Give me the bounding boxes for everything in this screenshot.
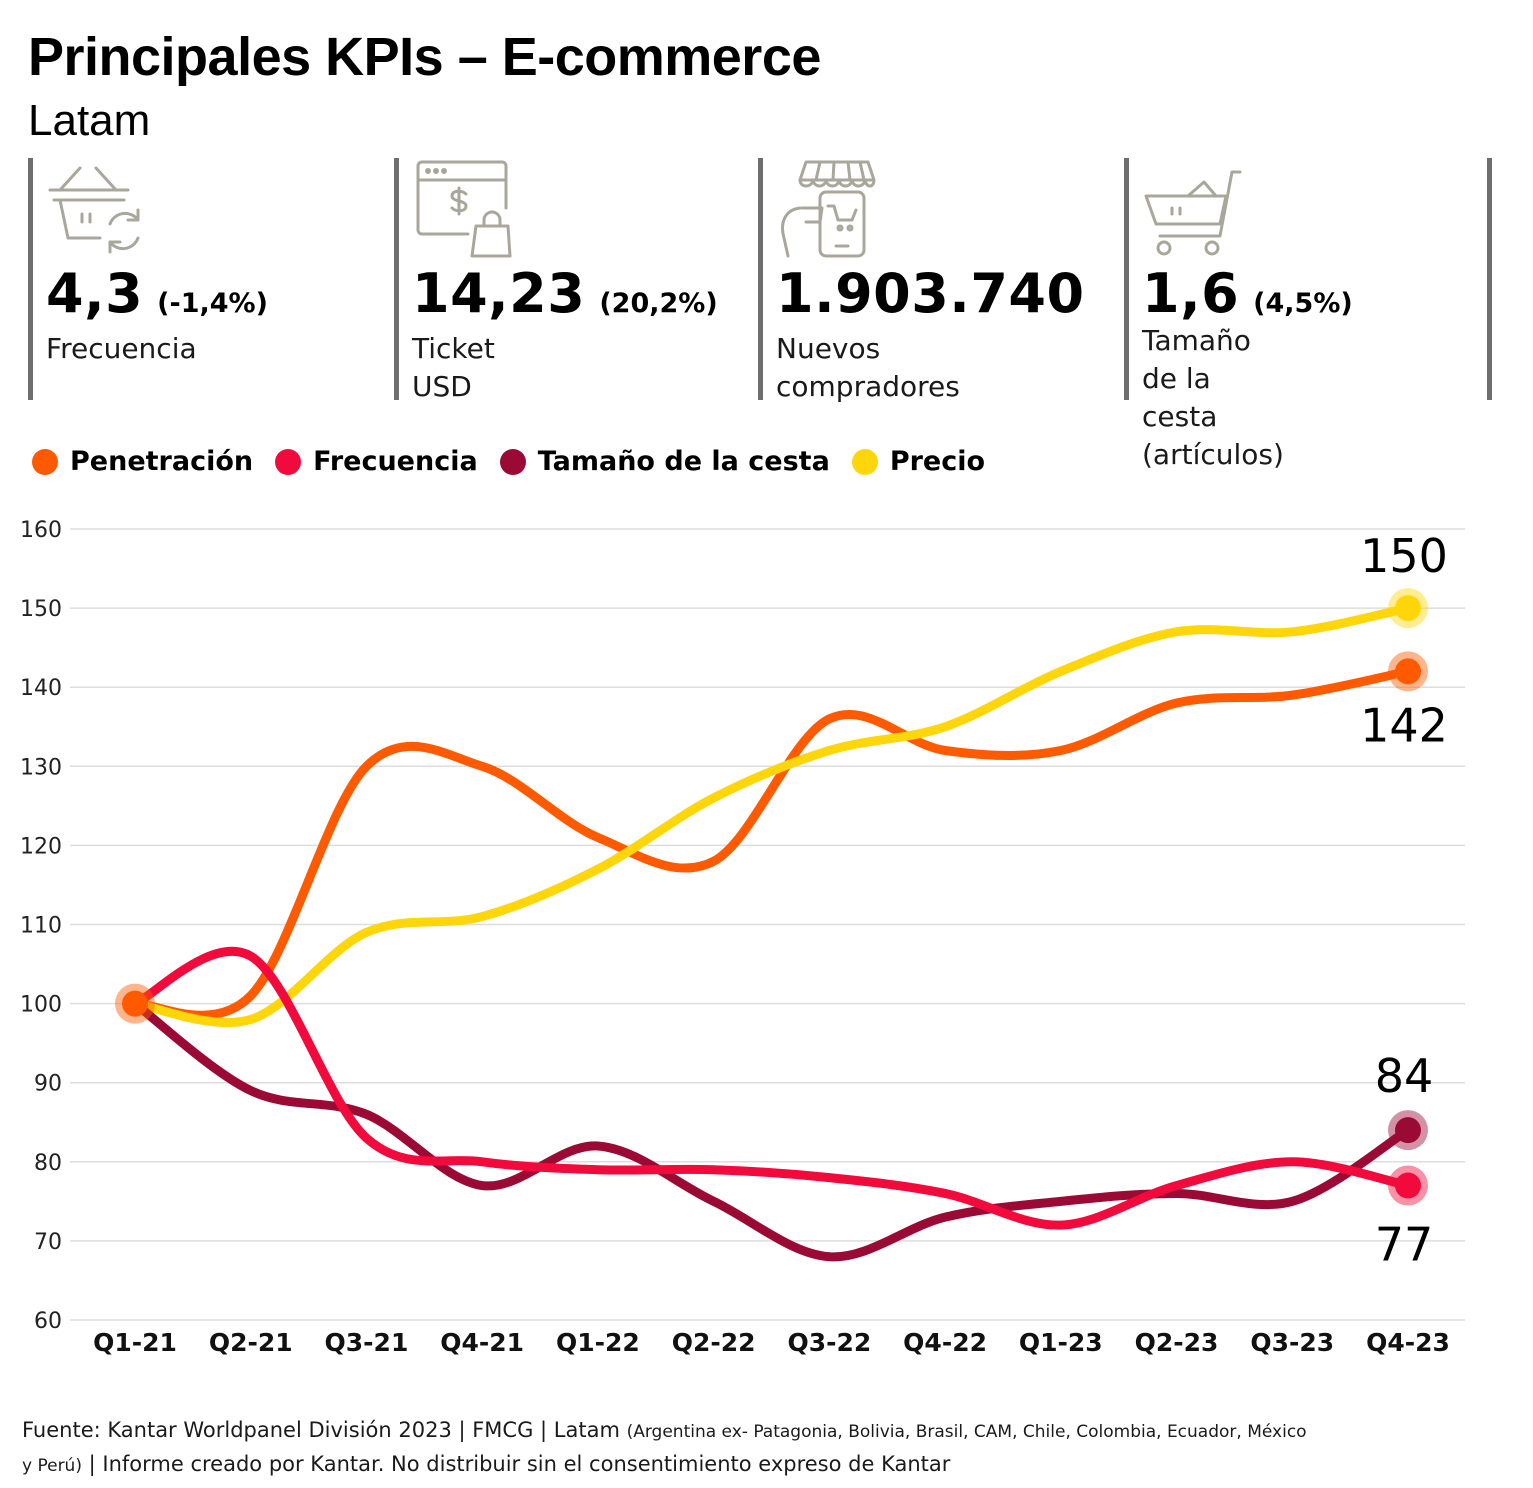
chart-title: Principales KPIs – E-commerce xyxy=(28,27,821,87)
footnote-countries: (Argentina ex- Patagonia, Bolivia, Brasi… xyxy=(22,1422,1307,1476)
series-lines xyxy=(130,603,1413,1262)
kpi-label: Tamaño de la cesta xyxy=(1142,324,1251,433)
kpi-change: (-1,4%) xyxy=(157,288,268,319)
kpi-divider xyxy=(1124,158,1129,400)
x-tick-label: Q4-23 xyxy=(1366,1328,1450,1357)
line-chart: 60 70 80 90 100 110 120 130 140 150 160 Q1-21 Q2-21… xyxy=(20,518,1465,1357)
legend-item-tamano-cesta: Tamaño de la cesta xyxy=(499,446,830,477)
end-marker xyxy=(1395,595,1421,622)
kpi-divider xyxy=(394,158,399,400)
kpi-value: 1.903.740 xyxy=(776,262,1085,325)
kpi-label: Frecuencia xyxy=(46,332,197,365)
y-tick-label: 160 xyxy=(20,518,62,543)
legend-item-precio: Precio xyxy=(851,446,986,477)
shopping-cart-icon xyxy=(1144,170,1242,256)
footnote-source: Fuente: Kantar Worldpanel División 2023 … xyxy=(22,1418,627,1442)
start-marker xyxy=(122,990,148,1017)
x-tick-label: Q1-22 xyxy=(556,1328,640,1357)
kpi-divider xyxy=(758,158,763,400)
kpi-divider xyxy=(28,158,33,400)
y-tick-label: 110 xyxy=(20,914,62,939)
kpi-label-units: (artículos) xyxy=(1142,438,1284,471)
kpi-value: 1,6 xyxy=(1142,262,1240,325)
legend-label: Precio xyxy=(889,446,986,477)
y-tick-label: 70 xyxy=(34,1230,62,1255)
legend-item-penetracion: Penetración xyxy=(32,446,253,477)
legend-item-frecuencia: Frecuencia xyxy=(275,446,478,477)
legend-swatch xyxy=(32,448,58,475)
legend-swatch xyxy=(275,448,302,475)
kpi-label: Ticket USD xyxy=(412,332,495,403)
end-value-label: 142 xyxy=(1360,698,1448,752)
end-value-labels: 150 142 84 77 xyxy=(1360,529,1448,1271)
kpi-divider xyxy=(1487,158,1492,400)
series-line xyxy=(130,999,1413,1262)
end-markers xyxy=(115,588,1428,1206)
grid-lines xyxy=(70,528,1465,1321)
y-axis-ticks: 60 70 80 90 100 110 120 130 140 150 160 xyxy=(20,518,62,1334)
footnote-disclaimer: | Informe creado por Kantar. No distribu… xyxy=(81,1452,951,1476)
y-tick-label: 90 xyxy=(34,1072,62,1097)
legend-label: Penetración xyxy=(70,446,254,477)
x-tick-label: Q3-21 xyxy=(325,1328,409,1357)
y-tick-label: 120 xyxy=(20,834,62,859)
end-value-label: 84 xyxy=(1375,1049,1434,1103)
y-tick-label: 130 xyxy=(20,755,62,780)
x-tick-label: Q2-22 xyxy=(672,1328,756,1357)
store-phone-cart-icon xyxy=(781,160,876,258)
x-tick-label: Q3-23 xyxy=(1250,1328,1334,1357)
y-tick-label: 100 xyxy=(20,993,62,1018)
end-value-label: 150 xyxy=(1360,529,1448,583)
y-tick-label: 150 xyxy=(20,597,62,622)
kpi-change: (20,2%) xyxy=(599,288,718,319)
x-tick-label: Q1-23 xyxy=(1019,1328,1103,1357)
end-value-label: 77 xyxy=(1375,1218,1434,1272)
x-tick-label: Q2-21 xyxy=(209,1328,293,1357)
chart-subtitle: Latam xyxy=(28,96,151,145)
x-tick-label: Q1-21 xyxy=(93,1328,177,1357)
series-line xyxy=(130,666,1413,1020)
x-tick-label: Q4-22 xyxy=(903,1328,987,1357)
legend-label: Frecuencia xyxy=(313,446,478,477)
series-line xyxy=(130,603,1413,1028)
kpi-value: 14,23 xyxy=(412,262,586,325)
x-axis-ticks: Q1-21 Q2-21 Q3-21 Q4-21 Q1-22 Q2-22 Q3-22 Q4-22… xyxy=(93,1328,1450,1357)
kpi-change: (4,5%) xyxy=(1253,288,1353,319)
y-tick-label: 60 xyxy=(34,1309,62,1334)
legend-swatch xyxy=(851,448,878,475)
end-marker xyxy=(1395,1117,1421,1144)
x-tick-label: Q3-22 xyxy=(787,1328,871,1357)
chart-legend: Penetración Frecuencia Tamaño de la cest… xyxy=(32,446,1007,477)
kpi-value: 4,3 xyxy=(46,262,144,325)
legend-label: Tamaño de la cesta xyxy=(537,446,830,477)
end-marker xyxy=(1395,1172,1421,1199)
y-tick-label: 80 xyxy=(34,1151,62,1176)
end-marker xyxy=(1395,658,1421,685)
x-tick-label: Q4-21 xyxy=(440,1328,524,1357)
browser-dollar-bag-icon xyxy=(416,160,512,258)
kpi-label: Nuevos compradores xyxy=(776,332,960,403)
series-line xyxy=(130,946,1413,1230)
legend-swatch xyxy=(499,448,526,475)
shopping-basket-refresh-icon xyxy=(48,166,140,254)
y-tick-label: 140 xyxy=(20,676,62,701)
source-footnote: Fuente: Kantar Worldpanel División 2023 … xyxy=(22,1414,1322,1482)
x-tick-label: Q2-23 xyxy=(1135,1328,1219,1357)
